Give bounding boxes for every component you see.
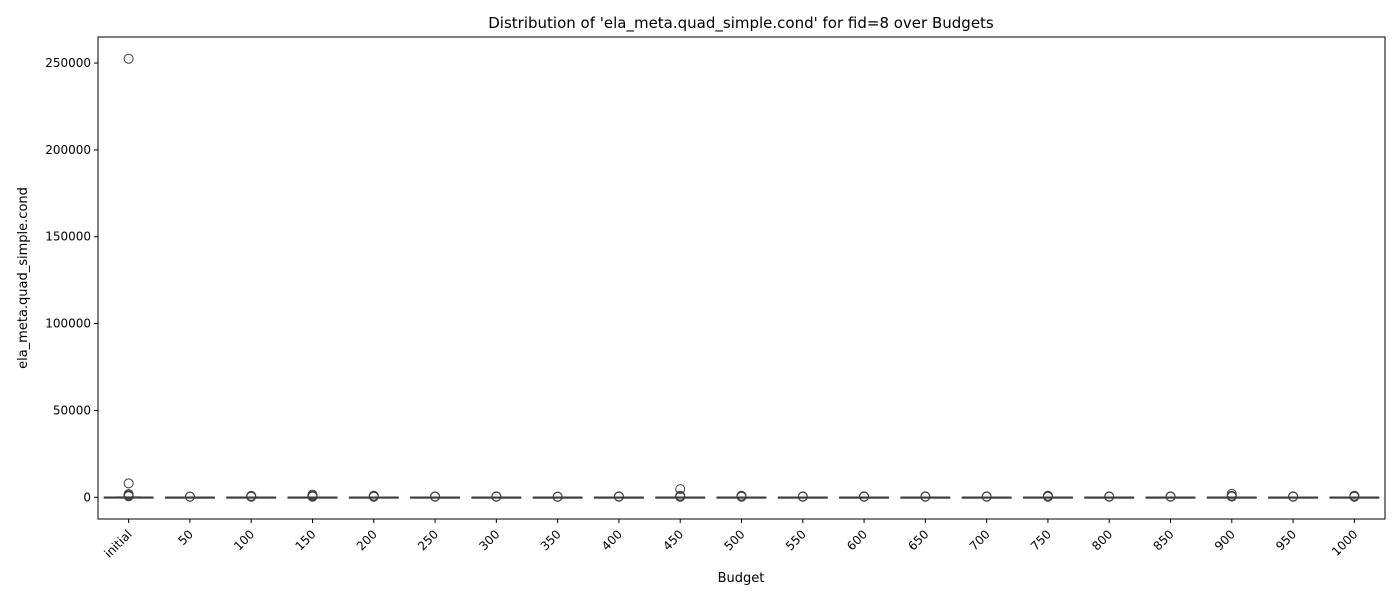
- outlier-point: [981, 491, 992, 502]
- box-group: [1022, 490, 1073, 502]
- outlier-point: [123, 491, 134, 502]
- box-group: [1329, 490, 1380, 502]
- x-tick-label: 850: [1151, 527, 1177, 553]
- box-group: [532, 491, 583, 502]
- outlier-point: [368, 491, 379, 502]
- chart-title: Distribution of 'ela_meta.quad_simple.co…: [488, 14, 994, 33]
- outlier-point: [736, 491, 747, 502]
- box-group: [226, 490, 277, 502]
- x-tick-label: 800: [1089, 527, 1115, 553]
- x-tick-label: 750: [1028, 527, 1054, 553]
- axes-frame: [97, 36, 1386, 520]
- x-tick-label: 600: [844, 527, 870, 553]
- box-group: [410, 491, 461, 502]
- y-axis: 0 50000 100000 150000 200000 250000: [45, 56, 98, 504]
- outlier-point: [246, 491, 257, 502]
- outlier-point: [675, 491, 686, 502]
- outlier-point: [123, 53, 134, 64]
- box-group: [471, 491, 522, 502]
- outlier-point: [613, 491, 624, 502]
- outlier-point: [430, 491, 441, 502]
- x-tick-label: 200: [354, 527, 380, 553]
- outlier-point: [1042, 491, 1053, 502]
- box-group: [655, 484, 706, 502]
- outlier-point: [920, 491, 931, 502]
- outlier-point: [1288, 491, 1299, 502]
- x-tick-label: 650: [905, 527, 931, 553]
- x-tick-label: 550: [783, 527, 809, 553]
- outlier-point: [859, 491, 870, 502]
- outlier-point: [123, 478, 134, 489]
- x-tick-label: 250: [415, 527, 441, 553]
- box-group: [593, 491, 644, 502]
- box-group: [103, 53, 154, 502]
- box-group: [1206, 488, 1257, 502]
- y-tick-label: 100000: [45, 317, 91, 331]
- y-tick-label: 50000: [53, 403, 91, 417]
- outlier-point: [1104, 491, 1115, 502]
- x-axis-label: Budget: [718, 571, 765, 586]
- box-group: [716, 490, 767, 502]
- x-tick-label: initial: [102, 527, 135, 560]
- x-tick-label: 900: [1212, 527, 1238, 553]
- y-tick-label: 150000: [45, 230, 91, 244]
- box-group: [287, 489, 338, 502]
- box-group: [1145, 491, 1196, 502]
- x-tick-label: 50: [175, 527, 196, 548]
- x-tick-label: 150: [293, 527, 319, 553]
- y-tick-label: 200000: [45, 143, 91, 157]
- y-tick-label: 250000: [45, 56, 91, 70]
- box-group: [348, 490, 399, 502]
- x-tick-label: 400: [599, 527, 625, 553]
- y-axis-label: ela_meta.quad_simple.cond: [16, 187, 31, 369]
- outlier-point: [491, 491, 502, 502]
- x-tick-label: 450: [660, 527, 686, 553]
- outlier-point: [184, 491, 195, 502]
- outlier-point: [1226, 491, 1237, 502]
- plot-area: [103, 53, 1380, 502]
- outlier-point: [307, 491, 318, 502]
- box-group: [1084, 491, 1135, 502]
- x-tick-label: 500: [722, 527, 748, 553]
- box-group: [164, 491, 215, 502]
- x-axis: initial 50 100 150 200 250 300 350 400 450 500 550 6…: [102, 519, 1360, 560]
- x-tick-label: 950: [1273, 527, 1299, 553]
- outlier-point: [1349, 491, 1360, 502]
- y-tick-label: 0: [83, 490, 91, 504]
- x-tick-label: 100: [231, 527, 257, 553]
- box-group: [777, 491, 828, 502]
- box-group: [1268, 491, 1319, 502]
- x-tick-label: 300: [476, 527, 502, 553]
- outlier-point: [797, 491, 808, 502]
- outlier-point: [1165, 491, 1176, 502]
- box-group: [900, 491, 951, 502]
- x-tick-label: 350: [538, 527, 564, 553]
- x-tick-label: 1000: [1329, 527, 1360, 558]
- outlier-point: [552, 491, 563, 502]
- x-tick-label: 700: [967, 527, 993, 553]
- box-group: [839, 491, 890, 502]
- box-group: [961, 491, 1012, 502]
- outlier-point: [675, 484, 686, 495]
